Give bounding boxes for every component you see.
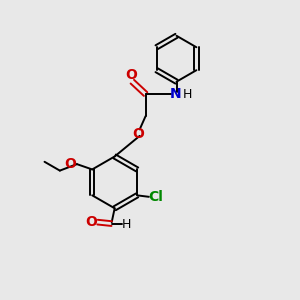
Text: O: O	[64, 157, 76, 170]
Text: O: O	[85, 215, 97, 229]
Text: H: H	[122, 218, 131, 231]
Text: H: H	[183, 88, 192, 101]
Text: O: O	[125, 68, 137, 82]
Text: Cl: Cl	[148, 190, 163, 204]
Text: N: N	[170, 87, 182, 101]
Text: O: O	[132, 127, 144, 141]
